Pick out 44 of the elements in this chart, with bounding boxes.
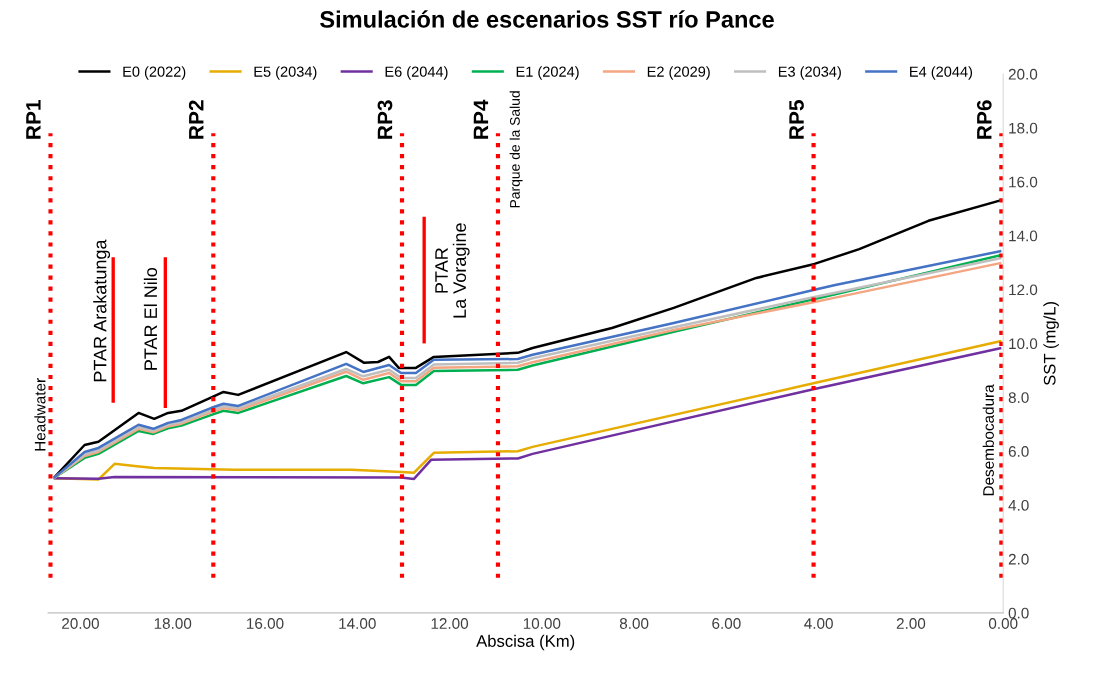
legend-label: E4 (2044) <box>910 66 973 80</box>
x-tick-label: 2.00 <box>896 618 926 629</box>
x-tick-label: 12.00 <box>431 618 469 629</box>
y-tick-label: 0.0 <box>1008 607 1029 619</box>
x-tick-label: 8.00 <box>619 618 649 629</box>
x-tick-label: 20.00 <box>62 618 99 629</box>
annotation: Parque de la Salud <box>509 91 523 208</box>
x-tick-label: 4.00 <box>804 618 833 629</box>
text: Headwater <box>34 378 46 451</box>
annotation: Desembocadura <box>982 384 994 496</box>
annotation: PTAR El Nilo <box>143 267 158 370</box>
y-tick-label: 6.0 <box>1008 446 1029 457</box>
legend-label: E0 (2022) <box>123 66 186 80</box>
y-tick-label: 18.0 <box>1009 122 1038 134</box>
y-tick-label: 16.0 <box>1009 176 1038 188</box>
y-tick-label: 14.0 <box>1009 230 1038 242</box>
x-tick-label: 16.00 <box>247 618 284 629</box>
y-tick-label: 20.0 <box>1008 68 1038 80</box>
legend-label: E3 (2034) <box>778 66 841 80</box>
legend-label: E6 (2044) <box>385 66 448 80</box>
legend-label: E5 (2034) <box>254 66 317 80</box>
ref-line-label: RP1 <box>26 100 41 139</box>
y-tick-label: 2.0 <box>1008 553 1029 565</box>
annotation: PTAR Arakatunga <box>93 239 111 382</box>
ref-line-label: RP4 <box>473 99 489 139</box>
ref-line-label: RP5 <box>789 100 804 139</box>
ref-line-label: RP6 <box>976 100 992 139</box>
annotation: PTAR La Voragine <box>435 223 470 318</box>
x-axis-title: Abscisa (Km) <box>476 634 575 651</box>
x-tick-label: 0.00 <box>988 618 1018 629</box>
x-tick-label: 6.00 <box>712 618 741 629</box>
y-tick-label: 10.0 <box>1009 338 1038 350</box>
x-tick-label: 18.00 <box>154 618 192 629</box>
x-tick-label: 10.00 <box>523 618 561 629</box>
ref-line-label: RP2 <box>188 100 204 139</box>
chart-title: Simulación de escenarios SST río Pance <box>320 10 774 28</box>
legend-label: E1 (2024) <box>516 66 579 80</box>
y-tick-label: 12.0 <box>1009 284 1038 296</box>
y-tick-label: 4.0 <box>1008 499 1029 511</box>
ref-line-label: RP3 <box>377 100 393 139</box>
y-axis-title: SST (mg/L) <box>1043 302 1059 386</box>
x-tick-label: 14.00 <box>339 618 376 629</box>
y-tick-label: 8.0 <box>1008 392 1029 403</box>
legend-label: E2 (2029) <box>647 66 710 80</box>
